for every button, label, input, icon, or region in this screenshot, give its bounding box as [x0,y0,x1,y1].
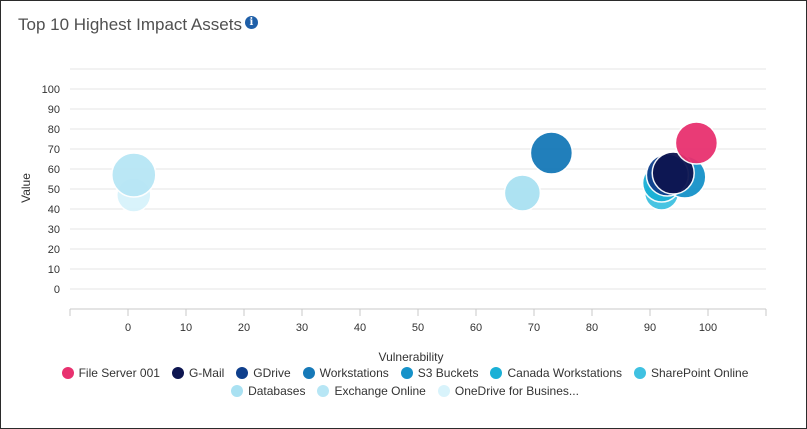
legend-item[interactable]: Databases [231,384,305,398]
legend-swatch [437,385,450,397]
legend-swatch [634,367,646,379]
bubble-point [651,151,695,195]
y-tick-label: 70 [48,144,60,156]
x-tick-label: 90 [644,322,656,334]
legend-item[interactable]: G-Mail [171,366,225,380]
x-tick-label: 20 [238,322,250,334]
legend-label: Workstations [319,366,389,380]
title-row: Top 10 Highest Impact Assets i [18,15,258,35]
legend-item[interactable]: OneDrive for Busines... [437,384,579,398]
legend-swatch [171,367,184,379]
legend-item[interactable]: GDrive [236,366,291,380]
legend-label: S3 Buckets [417,366,479,380]
bubble-point [503,174,542,212]
legend-swatch [61,367,74,379]
legend-item[interactable]: Canada Workstations [490,366,622,380]
legend-label: File Server 001 [78,366,160,380]
x-tick-label: 50 [412,322,424,334]
bubble-point [111,152,157,198]
y-tick-label: 60 [48,164,60,176]
legend-label: Databases [248,384,306,398]
y-tick-label: 10 [48,264,60,276]
info-icon[interactable]: i [244,16,258,29]
legend-item[interactable]: File Server 001 [61,366,160,380]
x-axis-title: Vulnerability [379,350,444,364]
legend-label: G-Mail [188,366,225,380]
y-tick-label: 20 [48,244,60,256]
legend-item[interactable]: S3 Buckets [400,366,479,380]
y-tick-label: 0 [54,284,60,296]
bubble-point [529,131,574,175]
x-tick-label: 100 [699,322,717,334]
x-tick-label: 70 [528,322,540,334]
legend-item[interactable]: Workstations [302,366,389,380]
legend-item[interactable]: SharePoint Online [634,366,748,380]
legend-swatch [400,367,413,379]
legend-swatch [490,367,503,379]
legend-item[interactable]: Exchange Online [317,384,426,398]
y-tick-label: 90 [48,104,60,116]
legend-swatch [317,385,330,397]
y-tick-label: 80 [48,124,60,136]
y-tick-label: 30 [48,224,60,236]
x-tick-label: 60 [470,322,482,334]
legend-swatch [302,367,315,379]
legend-label: OneDrive for Busines... [454,384,579,398]
y-axis-title: Value [19,173,33,203]
legend-label: SharePoint Online [651,366,749,380]
y-tick-label: 100 [42,84,60,96]
x-tick-label: 10 [180,322,192,334]
legend-swatch [231,385,244,397]
legend-label: Canada Workstations [507,366,622,380]
chart-title: Top 10 Highest Impact Assets [18,15,242,34]
y-tick-label: 50 [48,184,60,196]
legend-swatch [236,367,249,379]
chart-legend: File Server 001 G-Mail GDrive Workstations S… [40,366,770,398]
x-tick-label: 0 [125,322,131,334]
x-tick-label: 30 [296,322,308,334]
x-tick-label: 80 [586,322,598,334]
x-tick-label: 40 [354,322,366,334]
legend-label: GDrive [253,366,291,380]
legend-label: Exchange Online [334,384,426,398]
y-tick-label: 40 [48,204,60,216]
bubble-point [674,121,719,165]
